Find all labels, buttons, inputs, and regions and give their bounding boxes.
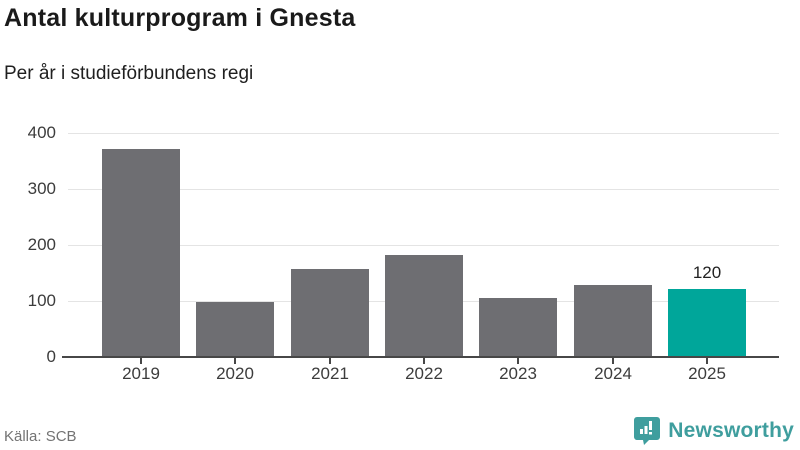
x-axis-label-2024: 2024 [594, 364, 632, 383]
chart-subtitle: Per år i studieförbundens regi [4, 63, 254, 84]
gridline-300 [68, 189, 779, 190]
brand-logo: Newsworthy [633, 416, 794, 446]
source-note: Källa: SCB [4, 428, 77, 445]
y-axis-tick-400: 400 [27, 123, 56, 142]
x-axis-tick-2020 [234, 358, 236, 364]
bar-2024 [574, 285, 652, 356]
x-axis-label-2022: 2022 [405, 364, 443, 383]
x-axis-tick-2022 [423, 358, 425, 364]
x-axis-label-2023: 2023 [499, 364, 537, 383]
y-axis-tick-100: 100 [27, 291, 56, 310]
y-axis-tick-300: 300 [27, 179, 56, 198]
x-axis-label-2020: 2020 [216, 364, 254, 383]
bar-2021 [291, 269, 369, 356]
newsworthy-icon [633, 416, 661, 446]
gridline-200 [68, 245, 779, 246]
x-axis-tick-2024 [612, 358, 614, 364]
brand-name: Newsworthy [668, 419, 794, 442]
x-axis-tick-2025 [706, 358, 708, 364]
x-axis-label-2019: 2019 [122, 364, 160, 383]
bar-2020 [196, 302, 274, 356]
x-axis-tick-2021 [329, 358, 331, 364]
bar-2023 [479, 298, 557, 356]
y-axis-tick-200: 200 [27, 235, 56, 254]
x-axis-label-2025: 2025 [688, 364, 726, 383]
gridline-400 [68, 133, 779, 134]
highlight-value-label: 120 [692, 263, 722, 282]
x-axis-label-2021: 2021 [311, 364, 349, 383]
bar-2022 [385, 255, 463, 356]
x-axis-tick-2023 [517, 358, 519, 364]
x-axis-line [62, 356, 779, 358]
x-axis-tick-2019 [140, 358, 142, 364]
bar-2025 [668, 289, 746, 356]
bar-2019 [102, 149, 180, 356]
chart-title: Antal kulturprogram i Gnesta [4, 4, 356, 32]
y-axis-tick-0: 0 [46, 347, 56, 366]
